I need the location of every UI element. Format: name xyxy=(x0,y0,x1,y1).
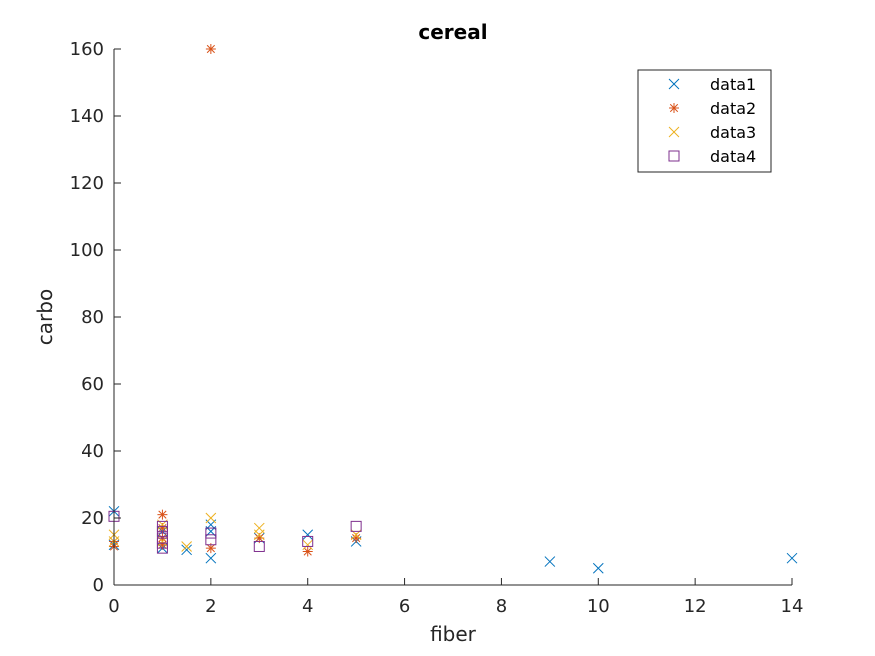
data-point xyxy=(302,535,314,547)
y-axis-label: carbo xyxy=(33,289,57,345)
series-data4 xyxy=(108,510,362,554)
data-point xyxy=(253,529,265,541)
data-point xyxy=(156,542,168,554)
legend-label: data4 xyxy=(710,147,756,166)
x-tick-label: 10 xyxy=(587,596,610,617)
y-tick-label: 40 xyxy=(81,441,104,462)
data-point xyxy=(181,544,192,556)
data-point xyxy=(205,552,217,564)
y-tick-label: 20 xyxy=(81,508,104,529)
legend-label: data2 xyxy=(710,99,756,118)
data-point xyxy=(205,543,216,554)
data-point xyxy=(157,509,168,520)
legend-box xyxy=(637,69,772,173)
data-point xyxy=(350,520,362,532)
series-data2 xyxy=(109,44,362,557)
legend-marker xyxy=(668,126,680,138)
legend-entry: data2 xyxy=(669,99,756,118)
x-tick-label: 8 xyxy=(496,596,507,617)
y-tick-label: 100 xyxy=(70,240,104,261)
legend-label: data1 xyxy=(710,75,756,94)
series-data3 xyxy=(108,512,362,552)
data-point xyxy=(592,562,604,574)
legend-marker xyxy=(668,150,680,162)
y-tick-label: 120 xyxy=(70,173,104,194)
data-point xyxy=(544,556,556,567)
data-point xyxy=(302,529,314,541)
x-tick-label: 6 xyxy=(399,596,410,617)
data-point xyxy=(302,546,313,557)
data-point xyxy=(205,44,216,54)
x-axis-label: fiber xyxy=(430,622,477,646)
legend-marker xyxy=(669,103,679,113)
x-tick-label: 12 xyxy=(684,596,707,617)
legend-label: data3 xyxy=(710,123,756,142)
data-point xyxy=(205,527,217,539)
x-tick-label: 0 xyxy=(108,596,119,617)
chart-title: cereal xyxy=(418,20,487,44)
legend-marker xyxy=(668,78,680,90)
y-tick-label: 160 xyxy=(70,39,104,60)
legend: data1 data2 data3 data4 xyxy=(637,69,772,173)
y-tick-label: 60 xyxy=(81,374,104,395)
legend-entry: data1 xyxy=(668,75,756,94)
y-tick-label: 140 xyxy=(70,106,104,127)
x-tick-label: 14 xyxy=(781,596,804,617)
x-tick-label: 4 xyxy=(302,596,313,617)
legend-entry: data3 xyxy=(668,123,756,142)
data-point xyxy=(181,541,192,552)
data-point xyxy=(156,525,168,537)
y-tick-label: 80 xyxy=(81,307,104,328)
y-tick-label: 0 xyxy=(93,575,104,596)
data-point xyxy=(786,552,798,564)
x-tick-label: 2 xyxy=(205,596,216,617)
data-point xyxy=(253,540,265,552)
legend-entry: data4 xyxy=(668,147,756,166)
data-point xyxy=(205,534,217,546)
data-point xyxy=(302,539,314,551)
data-point xyxy=(205,512,217,524)
